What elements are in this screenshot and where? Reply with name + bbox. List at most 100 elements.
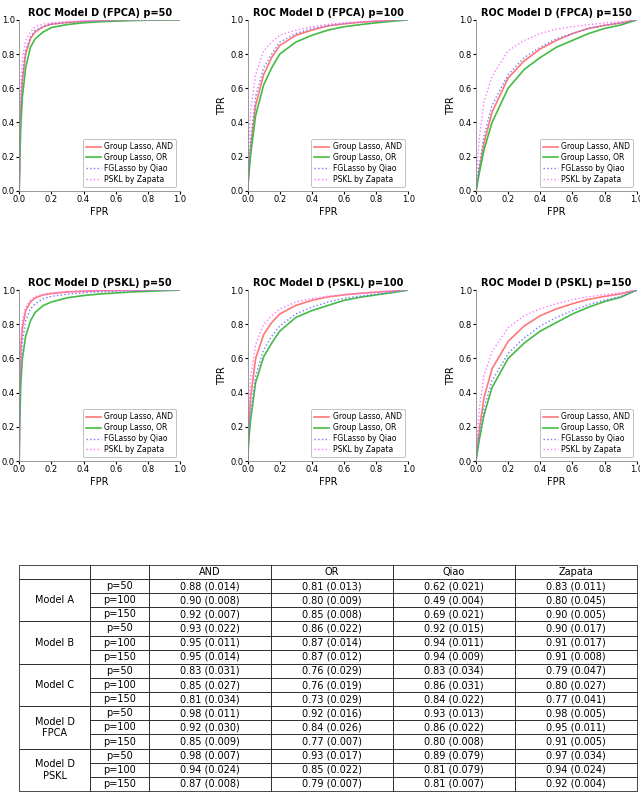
Text: 0.79 (0.007): 0.79 (0.007) bbox=[302, 779, 362, 789]
Bar bbox=[515, 635, 637, 650]
Text: p=100: p=100 bbox=[103, 765, 136, 775]
Bar bbox=[515, 720, 637, 735]
Text: 0.91 (0.008): 0.91 (0.008) bbox=[546, 652, 605, 661]
Text: 0.84 (0.022): 0.84 (0.022) bbox=[424, 694, 484, 704]
Bar bbox=[90, 678, 148, 692]
Y-axis label: TPR: TPR bbox=[446, 366, 456, 385]
Text: 0.92 (0.016): 0.92 (0.016) bbox=[302, 708, 362, 719]
Text: 0.90 (0.005): 0.90 (0.005) bbox=[546, 609, 605, 619]
Text: 0.95 (0.011): 0.95 (0.011) bbox=[546, 723, 605, 732]
Bar bbox=[393, 635, 515, 650]
Bar bbox=[148, 706, 271, 720]
Text: 0.85 (0.009): 0.85 (0.009) bbox=[180, 736, 239, 747]
Bar bbox=[148, 579, 271, 593]
Text: p=150: p=150 bbox=[103, 694, 136, 704]
Text: 0.91 (0.005): 0.91 (0.005) bbox=[546, 736, 605, 747]
Bar bbox=[148, 650, 271, 664]
Bar bbox=[393, 678, 515, 692]
Bar bbox=[515, 579, 637, 593]
Text: 0.90 (0.008): 0.90 (0.008) bbox=[180, 595, 239, 605]
Bar bbox=[90, 593, 148, 607]
X-axis label: FPR: FPR bbox=[319, 477, 337, 487]
Bar bbox=[393, 762, 515, 777]
Text: 0.94 (0.009): 0.94 (0.009) bbox=[424, 652, 484, 661]
Text: 0.86 (0.031): 0.86 (0.031) bbox=[424, 680, 484, 690]
Text: p=150: p=150 bbox=[103, 652, 136, 661]
Text: 0.94 (0.024): 0.94 (0.024) bbox=[546, 765, 605, 775]
Text: Qiao: Qiao bbox=[443, 567, 465, 577]
Bar bbox=[393, 565, 515, 579]
Text: 0.91 (0.017): 0.91 (0.017) bbox=[546, 638, 605, 648]
Legend: Group Lasso, AND, Group Lasso, OR, FGLasso by Qiao, PSKL by Zapata: Group Lasso, AND, Group Lasso, OR, FGLas… bbox=[83, 139, 176, 187]
Text: 0.95 (0.011): 0.95 (0.011) bbox=[180, 638, 239, 648]
Text: 0.92 (0.015): 0.92 (0.015) bbox=[424, 623, 484, 634]
Legend: Group Lasso, AND, Group Lasso, OR, FGLasso by Qiao, PSKL by Zapata: Group Lasso, AND, Group Lasso, OR, FGLas… bbox=[311, 139, 404, 187]
Text: p=50: p=50 bbox=[106, 750, 132, 761]
Bar bbox=[271, 749, 393, 762]
Text: 0.69 (0.021): 0.69 (0.021) bbox=[424, 609, 484, 619]
Title: ROC Model D (PSKL) p=150: ROC Model D (PSKL) p=150 bbox=[481, 278, 632, 288]
Text: 0.49 (0.004): 0.49 (0.004) bbox=[424, 595, 484, 605]
Bar bbox=[393, 664, 515, 678]
Bar bbox=[90, 650, 148, 664]
Bar bbox=[515, 735, 637, 749]
Text: Model A: Model A bbox=[35, 595, 74, 605]
Text: 0.93 (0.017): 0.93 (0.017) bbox=[302, 750, 362, 761]
Text: 0.97 (0.034): 0.97 (0.034) bbox=[546, 750, 605, 761]
X-axis label: FPR: FPR bbox=[319, 207, 337, 217]
Bar bbox=[393, 650, 515, 664]
Text: 0.76 (0.029): 0.76 (0.029) bbox=[302, 666, 362, 676]
Text: 0.79 (0.047): 0.79 (0.047) bbox=[546, 666, 605, 676]
Text: p=50: p=50 bbox=[106, 581, 132, 591]
Text: Model D
FPCA: Model D FPCA bbox=[35, 716, 75, 739]
Text: 0.76 (0.019): 0.76 (0.019) bbox=[302, 680, 362, 690]
Bar bbox=[393, 749, 515, 762]
Title: ROC Model D (PSKL) p=100: ROC Model D (PSKL) p=100 bbox=[253, 278, 403, 288]
Bar bbox=[90, 706, 148, 720]
Text: 0.86 (0.022): 0.86 (0.022) bbox=[424, 723, 484, 732]
Bar bbox=[90, 622, 148, 635]
Text: 0.80 (0.009): 0.80 (0.009) bbox=[302, 595, 362, 605]
Bar bbox=[148, 635, 271, 650]
Bar bbox=[148, 762, 271, 777]
Text: 0.98 (0.011): 0.98 (0.011) bbox=[180, 708, 239, 719]
Bar bbox=[271, 692, 393, 706]
Bar bbox=[515, 622, 637, 635]
Bar bbox=[515, 664, 637, 678]
Bar bbox=[19, 579, 90, 622]
Bar bbox=[515, 692, 637, 706]
Text: 0.85 (0.027): 0.85 (0.027) bbox=[180, 680, 239, 690]
Bar bbox=[393, 735, 515, 749]
Text: 0.83 (0.034): 0.83 (0.034) bbox=[424, 666, 484, 676]
Text: 0.83 (0.011): 0.83 (0.011) bbox=[546, 581, 605, 591]
Bar bbox=[271, 762, 393, 777]
Bar bbox=[148, 565, 271, 579]
Title: ROC Model D (PSKL) p=50: ROC Model D (PSKL) p=50 bbox=[28, 278, 172, 288]
Text: 0.92 (0.007): 0.92 (0.007) bbox=[180, 609, 239, 619]
Text: 0.81 (0.079): 0.81 (0.079) bbox=[424, 765, 484, 775]
Text: Model D
PSKL: Model D PSKL bbox=[35, 759, 75, 781]
Bar bbox=[90, 635, 148, 650]
Text: 0.84 (0.026): 0.84 (0.026) bbox=[302, 723, 362, 732]
Text: 0.98 (0.005): 0.98 (0.005) bbox=[546, 708, 605, 719]
Bar bbox=[271, 607, 393, 622]
Bar bbox=[90, 749, 148, 762]
Bar bbox=[271, 593, 393, 607]
Bar bbox=[515, 749, 637, 762]
Text: 0.81 (0.007): 0.81 (0.007) bbox=[424, 779, 484, 789]
Bar bbox=[148, 622, 271, 635]
Legend: Group Lasso, AND, Group Lasso, OR, FGLasso by Qiao, PSKL by Zapata: Group Lasso, AND, Group Lasso, OR, FGLas… bbox=[83, 409, 176, 457]
Bar bbox=[19, 706, 90, 749]
Text: 0.85 (0.022): 0.85 (0.022) bbox=[301, 765, 362, 775]
Bar bbox=[148, 607, 271, 622]
Text: AND: AND bbox=[199, 567, 220, 577]
Text: p=100: p=100 bbox=[103, 723, 136, 732]
Bar bbox=[393, 720, 515, 735]
Bar bbox=[393, 622, 515, 635]
Bar bbox=[515, 565, 637, 579]
Bar bbox=[90, 664, 148, 678]
Text: 0.81 (0.013): 0.81 (0.013) bbox=[302, 581, 362, 591]
Bar bbox=[148, 720, 271, 735]
Bar bbox=[148, 777, 271, 791]
Text: p=150: p=150 bbox=[103, 609, 136, 619]
